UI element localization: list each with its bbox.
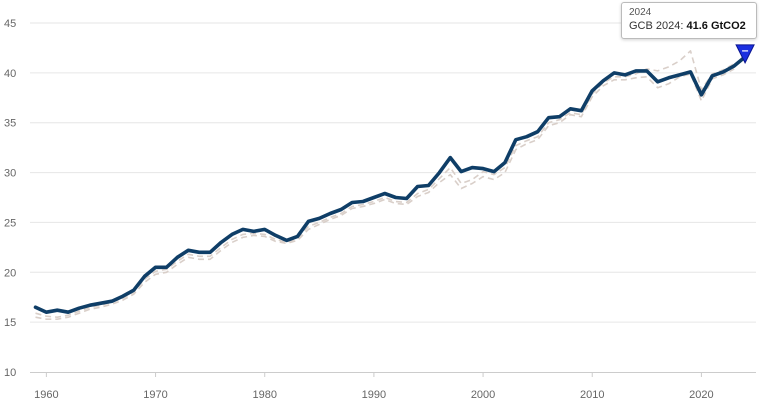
- tooltip-value-line: GCB 2024: 41.6 GtCO2: [629, 19, 749, 34]
- y-tick-label-40: 40: [4, 68, 16, 80]
- x-axis: 1960 1970 1980 1990 2000 2010 2020: [30, 372, 756, 401]
- highlight-marker-layer: [735, 44, 755, 65]
- x-tick-label-2000: 2000: [471, 389, 495, 401]
- y-tick-label-45: 45: [4, 18, 16, 30]
- value-tooltip: 2024 GCB 2024: 41.6 GtCO2: [621, 2, 757, 39]
- x-tick-label-1960: 1960: [34, 389, 58, 401]
- x-tick-label-1980: 1980: [252, 389, 276, 401]
- x-tick-label-1970: 1970: [143, 389, 167, 401]
- tooltip-series-label: GCB 2024:: [629, 20, 687, 32]
- tooltip-value: 41.6 GtCO2: [686, 20, 746, 32]
- y-tick-label-35: 35: [4, 118, 16, 130]
- y-tick-label-30: 30: [4, 168, 16, 180]
- y-axis-tick-labels: 10 15 20 25 30 35 40 45: [4, 18, 16, 379]
- gridlines: [30, 22, 756, 323]
- y-tick-label-10: 10: [4, 367, 16, 379]
- x-tick-label-2010: 2010: [580, 389, 604, 401]
- series-line-alternative-estimate-b: [35, 50, 735, 319]
- x-tick-label-1990: 1990: [362, 389, 386, 401]
- series-lines: [33, 50, 747, 321]
- y-tick-label-25: 25: [4, 217, 16, 229]
- series-line-gcb-2024: [33, 55, 747, 315]
- x-tick-label-2020: 2020: [689, 389, 713, 401]
- tooltip-year: 2024: [629, 7, 652, 18]
- y-tick-label-15: 15: [4, 317, 16, 329]
- y-tick-label-20: 20: [4, 267, 16, 279]
- highlight-point-marker: [735, 44, 755, 65]
